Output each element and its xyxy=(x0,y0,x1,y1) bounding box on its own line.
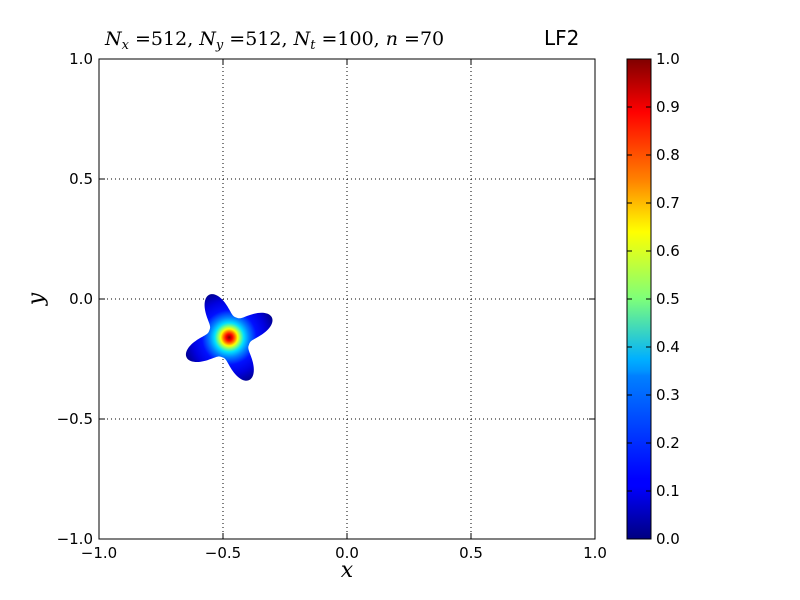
heatmap-blob xyxy=(185,294,273,381)
y-tick-label: 0.5 xyxy=(69,170,93,188)
x-tick-label: −0.5 xyxy=(205,544,241,562)
method-label: LF2 xyxy=(544,26,579,50)
y-tick-label: −1.0 xyxy=(57,530,93,548)
colorbar-tick-label: 0.2 xyxy=(656,434,680,452)
colorbar-tick-label: 0.5 xyxy=(656,290,680,308)
x-tick-label: 1.0 xyxy=(583,544,607,562)
colorbar-tick-label: 0.0 xyxy=(656,530,680,548)
y-tick-label: −0.5 xyxy=(57,410,93,428)
colorbar-tick-label: 0.4 xyxy=(656,338,680,356)
colorbar-tick-label: 0.9 xyxy=(656,98,680,116)
y-tick-label: 1.0 xyxy=(69,50,93,68)
chart-title: Nx =512, Ny =512, Nt =100, n =70 xyxy=(104,28,444,53)
colorbar-tick-label: 1.0 xyxy=(656,50,680,68)
axis-ticks: −1.0 −0.5 0.0 0.5 1.0 −1.0 −0.5 0.0 0.5 1.0 xyxy=(57,50,607,562)
colorbar-tick-label: 0.3 xyxy=(656,386,680,404)
x-tick-label: 0.0 xyxy=(335,544,359,562)
colorbar-tick-label: 0.7 xyxy=(656,194,680,212)
x-axis-label: x xyxy=(341,558,354,583)
colorbar-tick-label: 0.6 xyxy=(656,242,680,260)
grid xyxy=(99,59,595,539)
colorbar-tick-label: 0.1 xyxy=(656,482,680,500)
y-axis-label: y xyxy=(24,292,49,306)
x-tick-label: −1.0 xyxy=(81,544,117,562)
x-tick-label: 0.5 xyxy=(459,544,483,562)
colorbar-tick-label: 0.8 xyxy=(656,146,680,164)
colorbar-ticks: 0.0 0.1 0.2 0.3 0.4 0.5 0.6 0.7 0.8 0.9 1.0 xyxy=(627,50,680,548)
y-tick-label: 0.0 xyxy=(69,290,93,308)
